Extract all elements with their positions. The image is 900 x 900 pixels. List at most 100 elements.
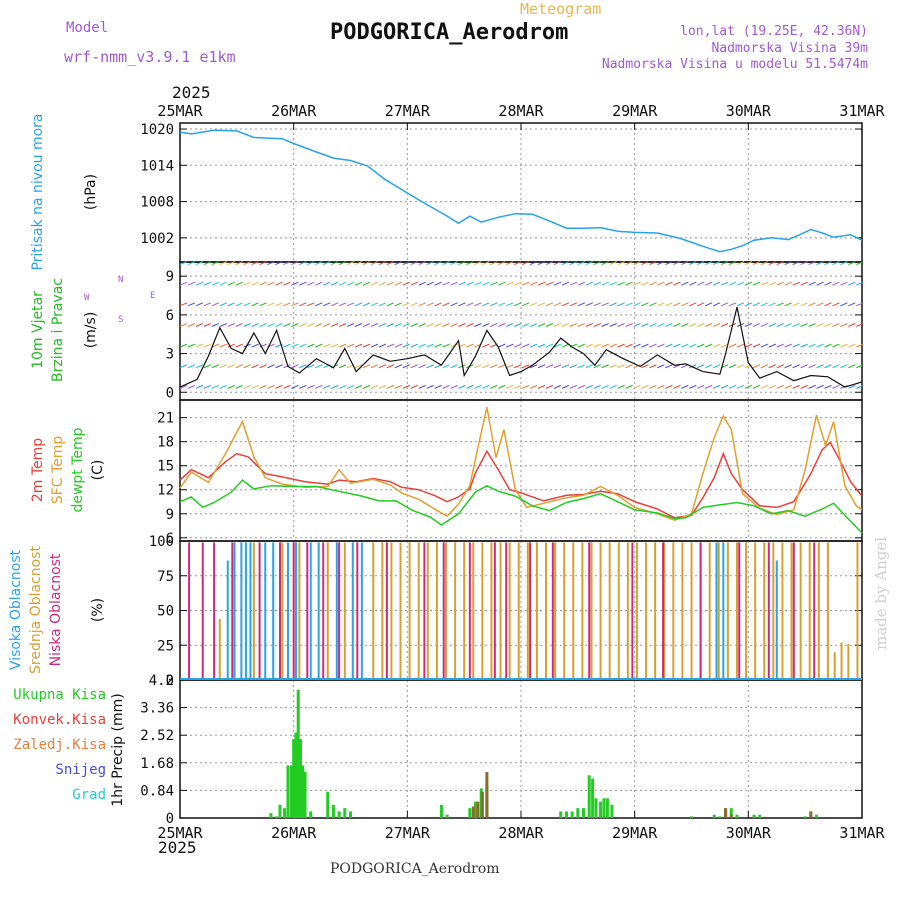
- wind-arrow: [227, 364, 235, 369]
- wind-arrow: [378, 261, 387, 266]
- y-tick-label: 18: [157, 435, 174, 451]
- wind-arrow: [323, 302, 331, 307]
- wind-arrow: [800, 281, 808, 286]
- wind-arrow: [434, 323, 442, 327]
- wind-arrow: [625, 261, 633, 266]
- wind-arrow: [283, 343, 291, 348]
- wind-arrow: [402, 384, 410, 389]
- wind-arrow: [394, 281, 403, 286]
- wind-arrow: [338, 384, 347, 389]
- cloud-bar: [442, 542, 445, 680]
- wind-arrow: [179, 261, 188, 266]
- wind-arrow: [529, 364, 538, 369]
- wind-arrow: [259, 323, 267, 327]
- wind-arrow: [482, 343, 490, 348]
- wind-arrow: [800, 364, 808, 369]
- wind-arrow: [283, 281, 291, 286]
- wind-arrow: [418, 343, 426, 348]
- wind-arrow: [704, 302, 713, 307]
- wind-arrow: [792, 384, 800, 389]
- wind-arrow: [704, 281, 713, 286]
- compass-e: E: [150, 291, 155, 301]
- wind-arrow: [283, 302, 291, 307]
- wind-arrow: [553, 343, 562, 348]
- wind-arrow: [442, 261, 450, 266]
- wind-arrow: [506, 384, 514, 389]
- wind-arrow: [569, 281, 578, 286]
- cloud-bar: [535, 542, 538, 680]
- wind-arrow: [784, 281, 792, 286]
- wind-arrow: [657, 343, 665, 348]
- wind-arrow: [593, 281, 601, 286]
- wind-arrow: [513, 384, 522, 389]
- wind-arrow: [665, 281, 673, 286]
- wind-arrow: [490, 384, 498, 389]
- wind-arrow: [211, 323, 220, 327]
- wind-arrow: [378, 302, 387, 307]
- precip-bar: [468, 808, 472, 818]
- wind-arrow: [354, 323, 363, 327]
- wind-arrow: [593, 323, 601, 327]
- wind-arrow: [513, 364, 522, 369]
- wind-arrow: [338, 302, 347, 307]
- wind-arrow: [752, 343, 761, 348]
- cloud-bar: [264, 542, 267, 680]
- cloud-bar: [754, 542, 757, 680]
- wind-arrow: [681, 343, 689, 348]
- wind-arrow: [474, 302, 482, 307]
- wind-arrow: [784, 343, 792, 348]
- cloud-bar: [717, 542, 720, 680]
- temp-unit-label: (C): [90, 460, 106, 481]
- wind-arrow: [824, 261, 832, 266]
- wind-arrow: [521, 261, 530, 266]
- wind-arrow: [832, 343, 840, 348]
- wind-arrow: [585, 343, 593, 348]
- wind-arrow: [370, 384, 379, 389]
- y-tick-label: 6: [166, 531, 174, 547]
- lonlat-label: lon,lat (19.25E, 42.36N): [680, 24, 868, 39]
- cloud-bar: [763, 542, 766, 680]
- wind-arrow: [776, 323, 784, 327]
- cloud-bar: [218, 618, 221, 680]
- x-tick-label-top: 28MAR: [498, 102, 544, 120]
- wind-arrow: [529, 302, 538, 307]
- wind-arrow: [641, 343, 649, 348]
- cloud-bar: [481, 542, 484, 680]
- wind-arrow: [243, 261, 251, 266]
- wind-arrow: [219, 323, 227, 327]
- cloud-bar: [338, 542, 341, 680]
- wind-arrow: [641, 261, 649, 266]
- wind-arrow: [760, 281, 769, 286]
- precip-bar: [570, 811, 574, 818]
- wind-arrow: [378, 323, 387, 327]
- cloud-bar: [654, 542, 657, 680]
- cloud-bar: [551, 542, 554, 680]
- wind-arrow: [553, 261, 562, 266]
- wind-arrow: [179, 364, 188, 369]
- wind-arrow: [275, 261, 283, 266]
- precip-bar: [476, 801, 480, 818]
- wind-arrow: [641, 384, 649, 389]
- wind-arrow: [673, 281, 681, 286]
- temp-axis-label-2: dewpt Temp: [70, 427, 86, 512]
- wind-arrow: [728, 343, 737, 348]
- wind-arrow: [323, 261, 331, 266]
- wind-arrow: [490, 302, 498, 307]
- cloud-bar: [244, 542, 247, 680]
- wind-arrow: [848, 302, 856, 307]
- wind-arrow: [696, 343, 705, 348]
- wind-arrow: [195, 364, 204, 369]
- wind-arrow: [537, 261, 546, 266]
- wind-arrow: [291, 323, 299, 327]
- wind-arrow: [808, 281, 816, 286]
- wind-arrow: [577, 281, 586, 286]
- wind-arrow: [418, 384, 426, 389]
- wind-arrow: [529, 323, 538, 327]
- wind-arrow: [506, 323, 514, 327]
- wind-arrow: [354, 384, 363, 389]
- wind-arrow: [840, 261, 848, 266]
- wind-arrow: [338, 323, 347, 327]
- cloud-bar: [808, 542, 811, 680]
- wind-arrow: [848, 343, 856, 348]
- cloud-bar: [505, 542, 508, 680]
